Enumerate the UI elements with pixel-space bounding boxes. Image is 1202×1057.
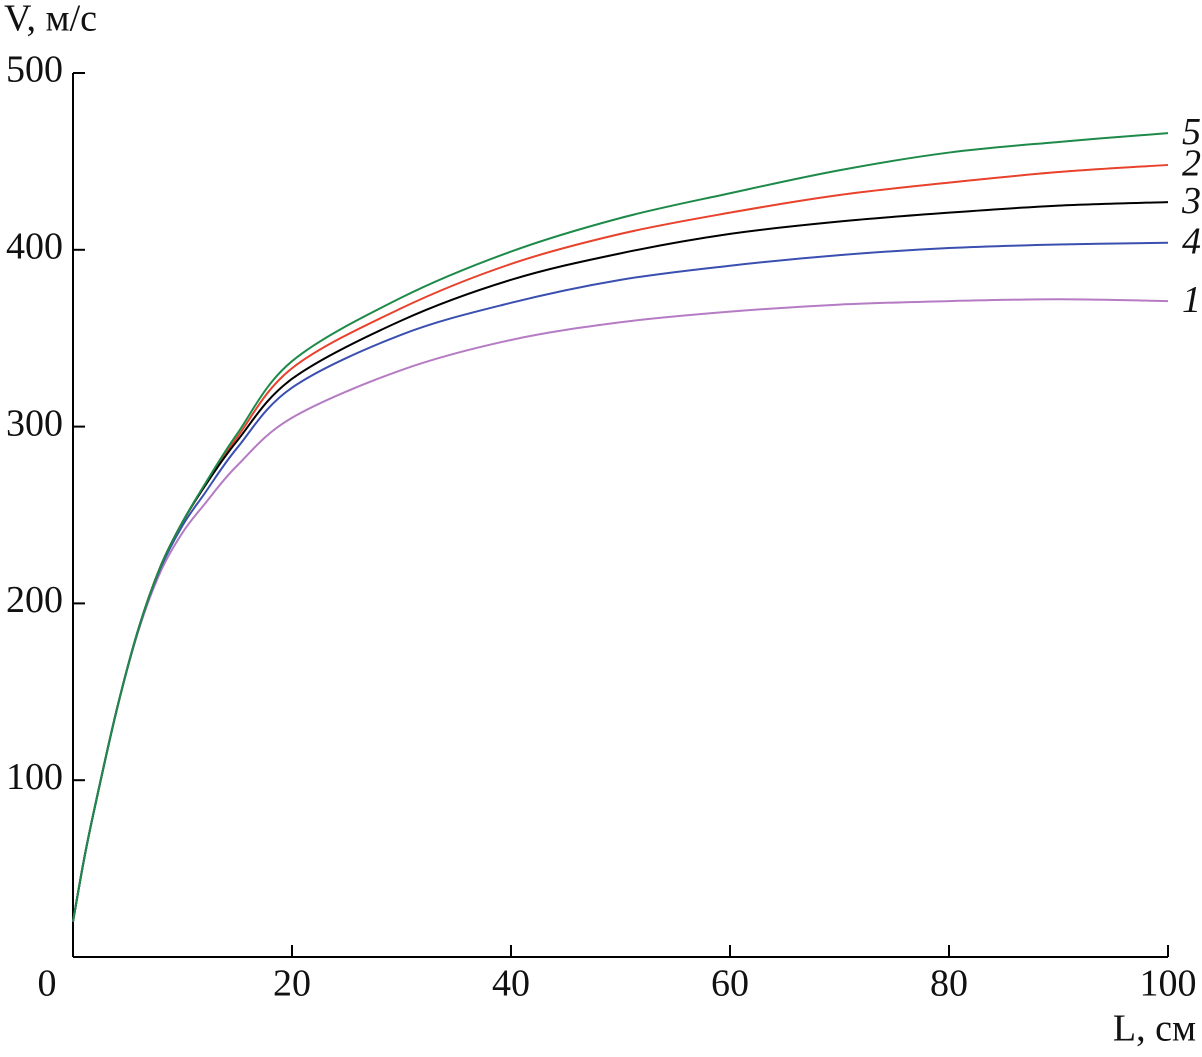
series-line <box>72 163 1169 922</box>
series-label: 2 <box>1182 143 1201 185</box>
series-line <box>72 241 1169 922</box>
x-tick-label: 100 <box>1140 963 1197 1005</box>
y-axis-label: V, м/с <box>4 0 97 40</box>
y-tick-label: 100 <box>6 756 63 798</box>
x-tick-label: 20 <box>273 963 311 1005</box>
x-tick-label: 80 <box>930 963 968 1005</box>
series-line <box>72 132 1169 922</box>
x-tick-label: 0 <box>38 963 57 1005</box>
series-label: 4 <box>1182 220 1201 262</box>
y-tick-label: 200 <box>6 579 63 621</box>
x-axis-label: L, см <box>1113 1008 1196 1050</box>
series-label: 1 <box>1182 279 1201 321</box>
y-tick-label: 400 <box>6 226 63 268</box>
x-tick-label: 40 <box>492 963 530 1005</box>
series-line <box>72 298 1169 922</box>
y-tick-label: 300 <box>6 402 63 444</box>
y-tick-label: 500 <box>6 49 63 91</box>
series-label: 3 <box>1181 180 1201 222</box>
x-tick-label: 60 <box>711 963 749 1005</box>
series-label: 5 <box>1182 111 1201 153</box>
series-line <box>72 201 1169 922</box>
